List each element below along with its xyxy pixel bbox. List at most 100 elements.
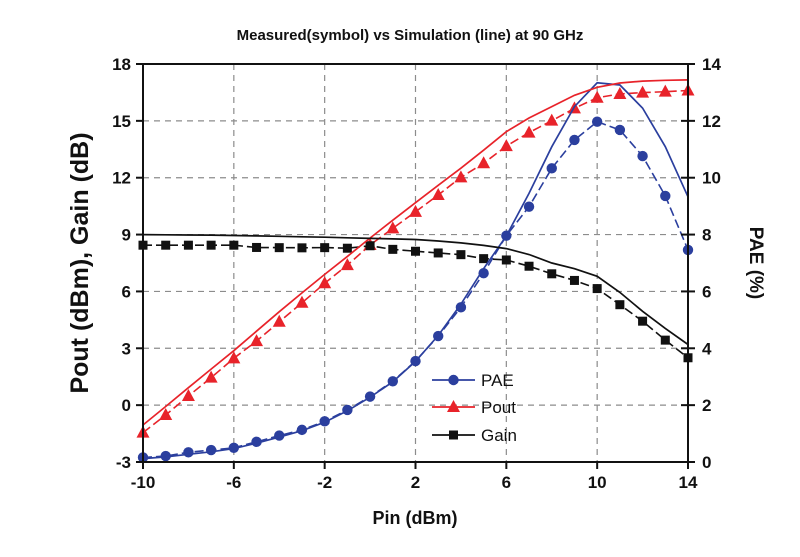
chart-title: Measured(symbol) vs Simulation (line) at…	[237, 27, 584, 44]
gain-data-point	[161, 240, 171, 250]
pae-data-point	[546, 163, 557, 174]
legend-label: PAE	[481, 371, 514, 390]
pout-data-point	[590, 90, 604, 103]
pout-data-point	[499, 139, 513, 152]
legend-label: Gain	[481, 426, 517, 445]
pae-data-point	[660, 190, 671, 202]
y-tick-label: 15	[112, 112, 131, 131]
gain-data-point	[411, 246, 420, 256]
y2-tick-label: 12	[702, 112, 721, 131]
y-tick-label: 12	[112, 169, 131, 188]
pout-data-point	[159, 407, 173, 420]
pout-data-point	[295, 295, 309, 308]
y2-tick-label: 4	[702, 339, 712, 358]
series-pout-simulated	[142, 79, 689, 426]
gain-data-point	[388, 244, 398, 254]
y2-tick-label: 2	[702, 396, 711, 415]
gain-data-point	[342, 243, 352, 253]
y-tick-label: 6	[122, 282, 131, 301]
pae-data-point	[205, 444, 217, 456]
y-tick-label: 18	[112, 55, 131, 74]
gain-data-point	[638, 316, 648, 326]
gain-data-point	[320, 243, 330, 253]
pae-data-point	[183, 447, 194, 458]
y-tick-label: 0	[122, 396, 131, 415]
pout-data-point	[181, 389, 195, 402]
pout-data-point	[545, 113, 559, 126]
gain-data-point	[569, 275, 579, 285]
x-tick-label: -2	[317, 473, 332, 492]
gain-data-point	[524, 261, 534, 271]
pout-data-point	[386, 221, 400, 234]
gain-simulated-line	[142, 233, 689, 346]
y2-axis-label: PAE (%)	[745, 227, 766, 299]
pae-data-point	[455, 302, 467, 313]
pout-data-point	[454, 170, 468, 183]
series-pout-measured	[136, 83, 695, 438]
gain-data-point	[252, 242, 262, 252]
pae-simulated-line	[142, 81, 689, 460]
pout-data-point	[227, 351, 241, 364]
pae-data-point	[569, 134, 580, 146]
pout-data-point	[272, 314, 286, 327]
gain-data-point	[433, 248, 443, 258]
x-tick-label: 14	[679, 473, 698, 492]
legend-square-marker	[449, 430, 458, 440]
legend-triangle-marker	[447, 400, 460, 412]
gain-data-point	[501, 255, 511, 265]
gain-data-point	[365, 241, 375, 251]
series-pae-simulated	[142, 81, 689, 460]
y2-tick-label: 6	[702, 282, 711, 301]
x-tick-label: 6	[502, 473, 511, 492]
pae-data-point	[614, 124, 626, 136]
y-axis-label: Pout (dBm), Gain (dB)	[66, 132, 94, 393]
pout-data-point	[522, 125, 536, 138]
gain-data-point	[479, 254, 489, 264]
gain-data-point	[229, 240, 239, 250]
gain-data-point	[660, 335, 670, 345]
x-axis-label: Pin (dBm)	[373, 508, 458, 528]
series-gain-measured	[138, 240, 693, 363]
legend-item-gain: Gain	[432, 426, 517, 445]
y2-tick-label: 14	[702, 55, 721, 74]
gain-data-point	[592, 284, 602, 294]
pout-data-point	[636, 85, 650, 98]
pout-data-point	[431, 187, 445, 200]
legend-label: Pout	[481, 398, 516, 417]
gain-data-point	[206, 240, 216, 250]
pout-data-point	[613, 86, 627, 99]
pae-data-point	[523, 201, 535, 212]
legend-item-pout: Pout	[432, 398, 516, 417]
gain-data-point	[183, 240, 193, 250]
y-tick-label: 9	[122, 226, 131, 245]
y2-tick-label: 10	[702, 169, 721, 188]
x-tick-label: 2	[411, 473, 420, 492]
pae-data-point	[591, 116, 603, 127]
pout-data-point	[250, 334, 264, 347]
gain-data-point	[547, 269, 557, 279]
y-tick-label: 3	[122, 339, 131, 358]
x-tick-label: -10	[131, 473, 156, 492]
pout-data-point	[318, 276, 332, 289]
pae-data-point	[160, 450, 171, 462]
gain-data-point	[274, 243, 284, 253]
pout-data-point	[340, 258, 354, 271]
pae-data-point	[637, 150, 648, 162]
gain-data-point	[456, 250, 466, 260]
pout-simulated-line	[142, 79, 689, 426]
pout-data-point	[477, 156, 491, 169]
y2-tick-label: 0	[702, 453, 711, 472]
x-tick-label: -6	[226, 473, 241, 492]
legend-circle-marker	[448, 374, 459, 386]
series-layer	[136, 79, 695, 463]
legend-item-pae: PAE	[432, 371, 514, 390]
series-gain-simulated	[142, 233, 689, 346]
gain-data-point	[297, 243, 307, 253]
pae-data-point	[478, 268, 489, 279]
legend: PAE Pout Gain	[432, 371, 517, 445]
pout-data-point	[658, 84, 672, 97]
pout-data-point	[409, 204, 422, 217]
grid-layer	[143, 64, 688, 462]
pout-data-point	[204, 370, 218, 383]
